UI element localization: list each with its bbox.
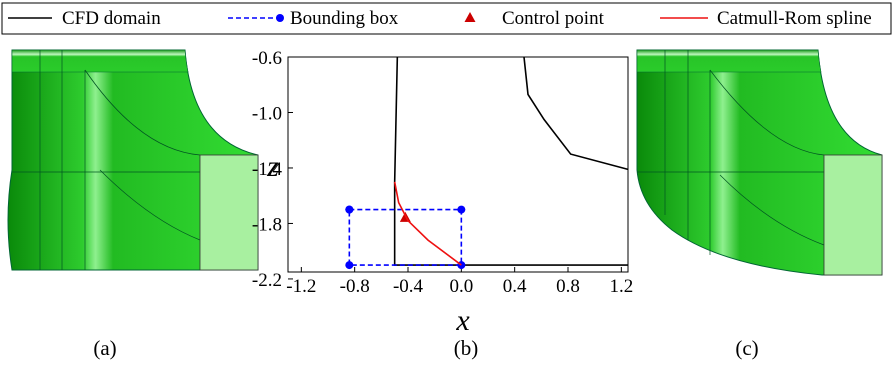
legend-label: Control point xyxy=(502,8,605,29)
x-tick-label: 0.8 xyxy=(556,276,580,297)
y-tick-label: -2.2 xyxy=(252,270,282,291)
x-tick-label: -0.4 xyxy=(393,276,424,297)
caption: (a) xyxy=(93,336,116,360)
x-tick-label: 0.4 xyxy=(503,276,527,297)
x-axis-label: x xyxy=(455,304,470,337)
legend-swatch xyxy=(276,14,284,22)
y-tick-label: -1.4 xyxy=(252,159,283,180)
caption: (c) xyxy=(735,336,758,360)
marker xyxy=(345,261,353,269)
y-tick-label: -1.8 xyxy=(252,214,282,235)
marker xyxy=(345,206,353,214)
x-tick-label: 0.0 xyxy=(449,276,473,297)
render-c xyxy=(637,50,882,275)
x-tick-label: -0.8 xyxy=(340,276,370,297)
plot-frame xyxy=(288,57,628,272)
legend-label: Bounding box xyxy=(290,8,399,29)
marker xyxy=(457,206,465,214)
caption: (b) xyxy=(454,336,479,360)
y-tick-label: -1.0 xyxy=(252,103,282,124)
x-tick-label: 1.2 xyxy=(609,276,633,297)
render-a xyxy=(8,50,258,270)
figure: x z (a) (b) (c) -1.2-0.8-0.40.00.40.81.2… xyxy=(0,0,894,361)
legend-label: CFD domain xyxy=(62,8,161,29)
legend-label: Catmull-Rom spline xyxy=(717,8,872,29)
y-tick-label: -0.6 xyxy=(252,48,282,69)
